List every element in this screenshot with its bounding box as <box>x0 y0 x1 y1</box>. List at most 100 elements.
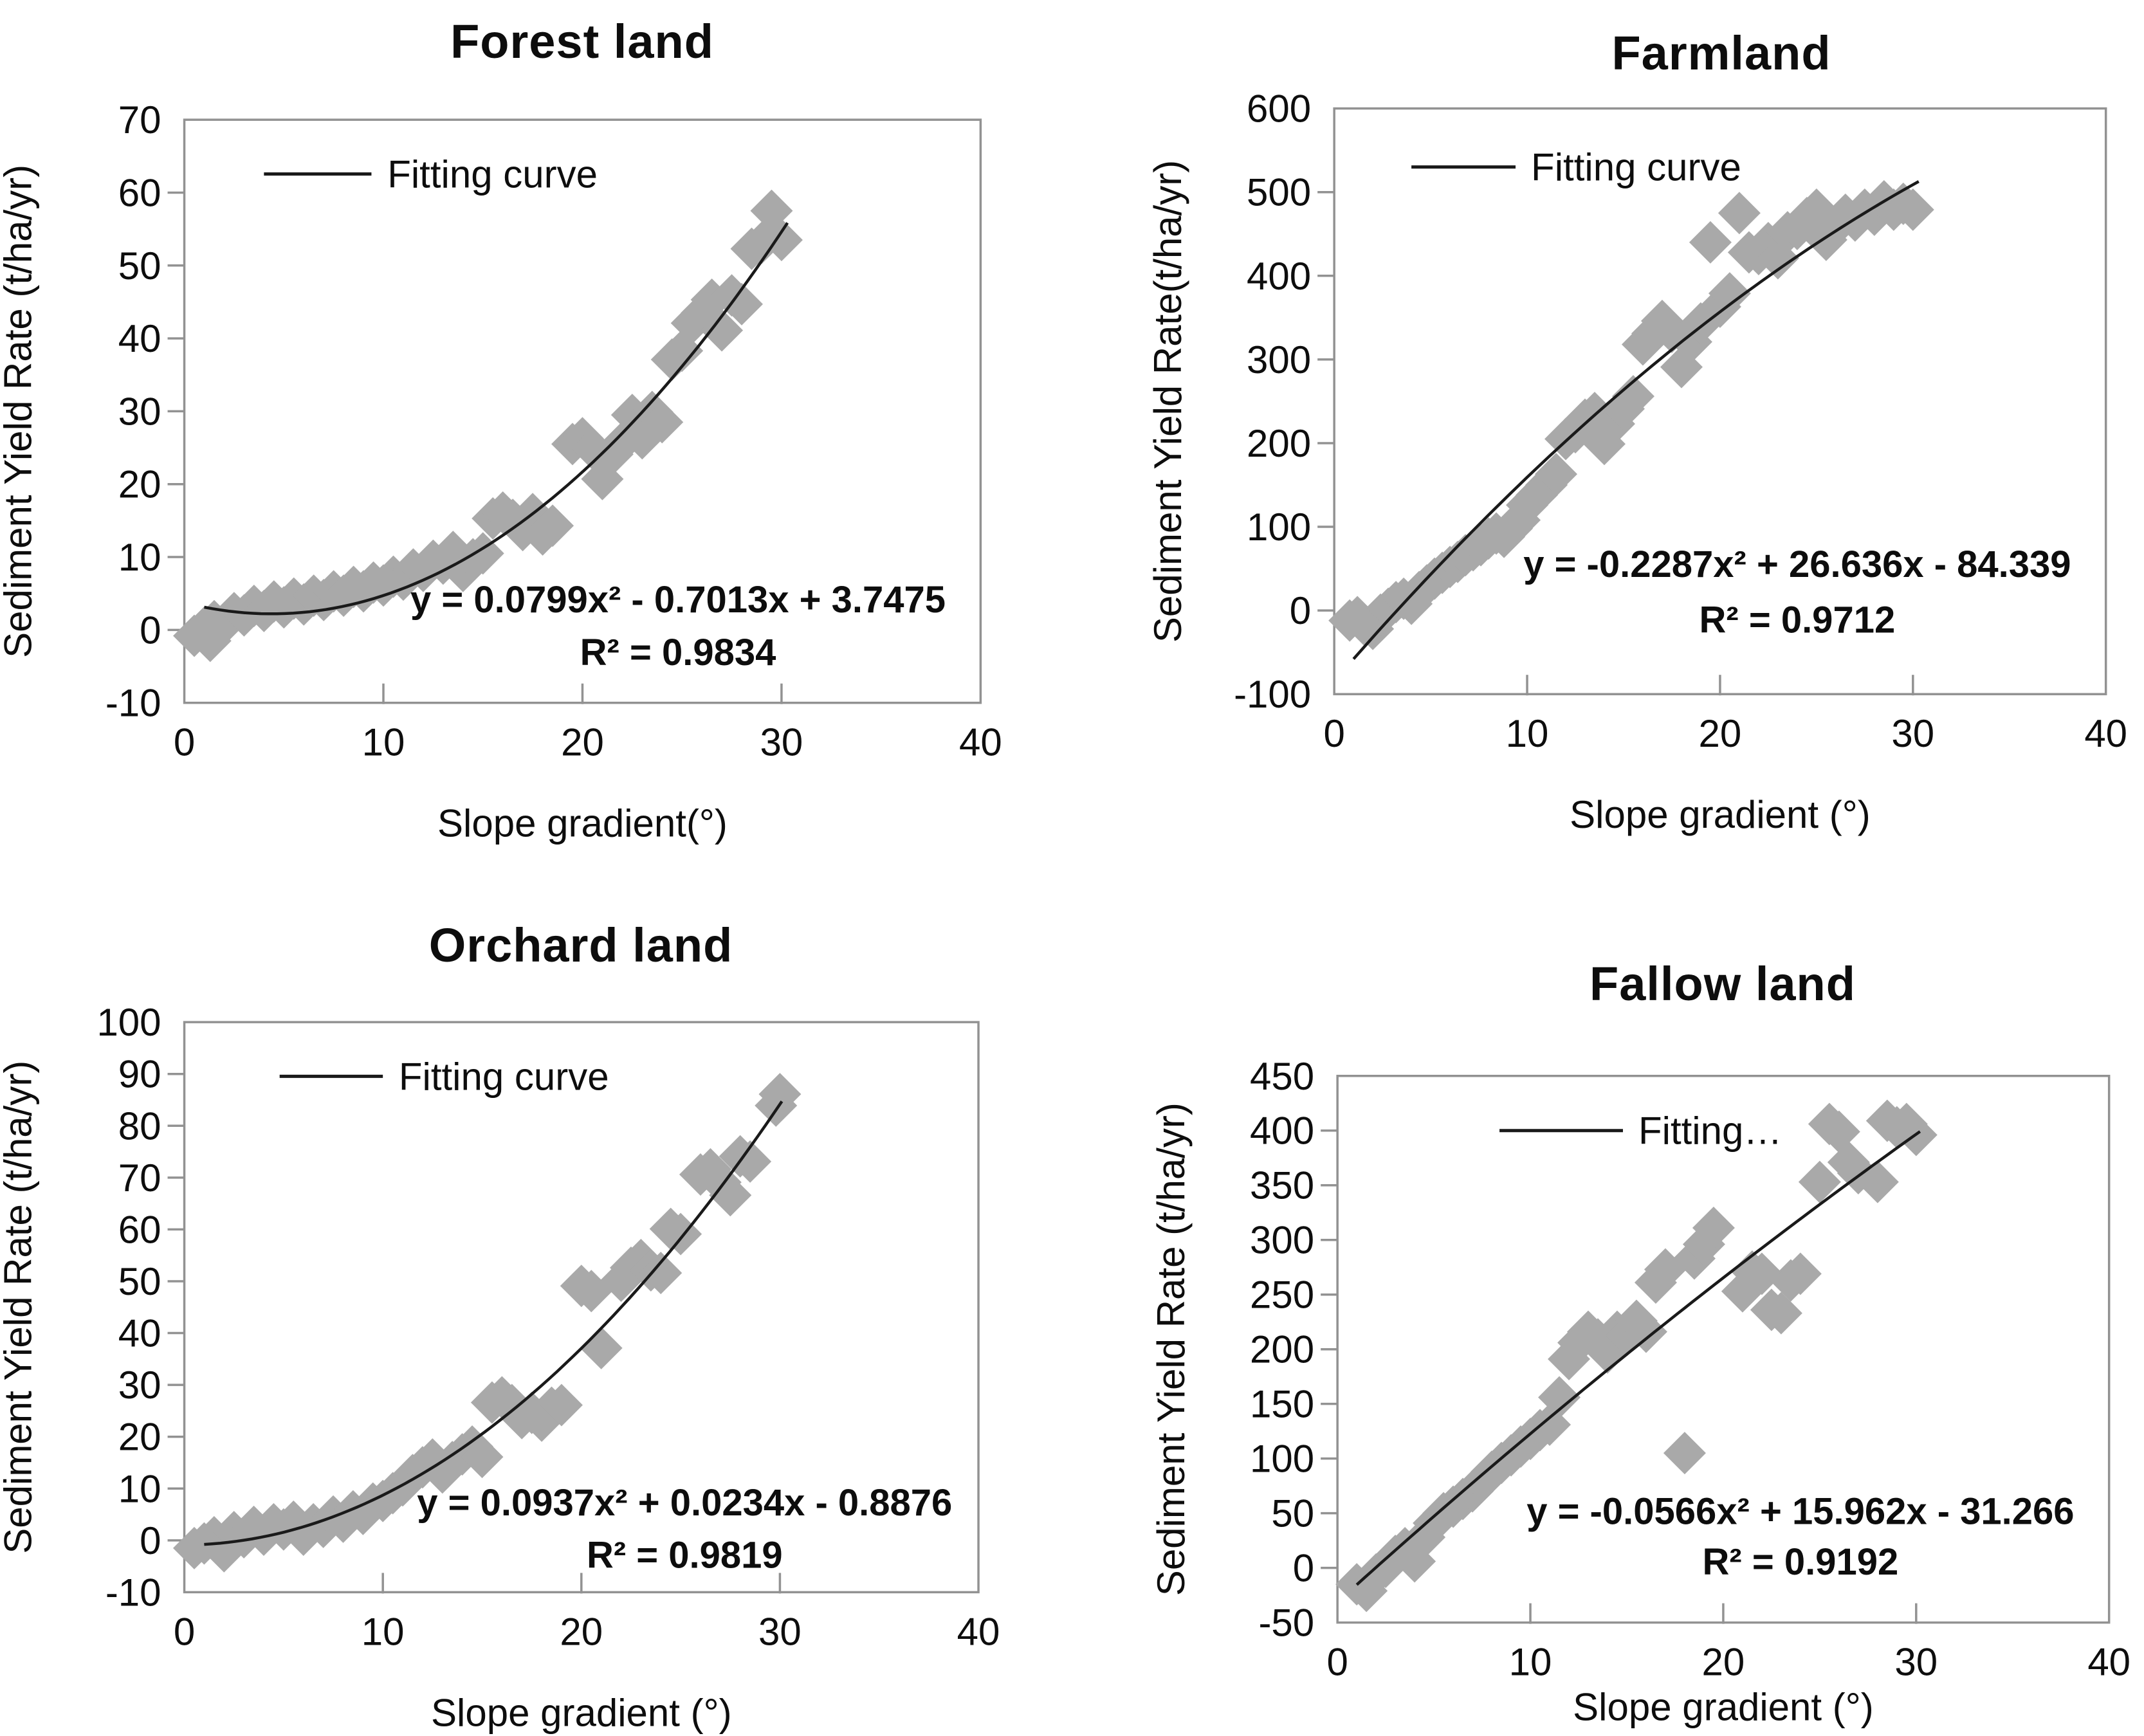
x-axis: 0 10 20 30 40 <box>174 1573 1000 1653</box>
y-axis: -10 0 10 20 30 40 50 60 70 <box>105 98 185 725</box>
panel-title: Fallow land <box>1590 957 1856 1010</box>
y-tick-label: 100 <box>1247 506 1311 549</box>
y-tick-label: 60 <box>118 171 161 214</box>
r-squared-label: R² = 0.9192 <box>1703 1541 1899 1583</box>
data-point-diamond <box>1345 1569 1388 1613</box>
data-point-diamond <box>1535 453 1578 496</box>
data-point-diamond <box>1689 221 1732 264</box>
x-tick-label: 30 <box>1891 712 1934 755</box>
legend: Fitting curve <box>1411 146 1741 189</box>
data-point-diamond <box>720 282 764 325</box>
x-tick-label: 10 <box>362 1610 405 1653</box>
forest-land-plot: -10 0 10 20 30 40 50 60 70 0 10 20 30 40 Sediment Yiel… <box>0 98 1002 845</box>
y-tick-label: 350 <box>1250 1164 1314 1207</box>
y-axis-title: Sediment Yield Rate (t/ha/yr) <box>1150 1102 1193 1596</box>
x-axis: 0 10 20 30 40 <box>174 683 1002 764</box>
y-axis-title: Sediment Yield Rate (t/ha/yr) <box>0 1061 40 1554</box>
y-axis: -100 0 100 200 300 400 500 600 <box>1234 87 1335 716</box>
data-point-diamond <box>709 1174 752 1217</box>
y-tick-label: 500 <box>1247 171 1311 214</box>
x-axis-title: Slope gradient(°) <box>437 802 728 845</box>
y-tick-label: 40 <box>118 317 161 360</box>
y-tick-label: 10 <box>118 536 161 579</box>
data-point-diamond <box>490 1384 533 1427</box>
data-point-diamond <box>540 1384 583 1427</box>
legend-label: Fitting curve <box>1531 146 1741 189</box>
r-squared-label: R² = 0.9834 <box>580 632 776 673</box>
x-tick-label: 10 <box>1506 712 1549 755</box>
fitting-curve-line <box>204 1101 783 1546</box>
x-tick-label: 30 <box>760 721 803 764</box>
x-tick-label: 20 <box>1702 1641 1745 1684</box>
y-tick-label: 0 <box>140 1519 161 1562</box>
x-axis-title: Slope gradient (°) <box>1570 793 1871 836</box>
x-tick-label: 20 <box>1699 712 1742 755</box>
y-tick-label: 200 <box>1247 422 1311 465</box>
scatter-points <box>1328 180 1934 650</box>
y-tick-label: 300 <box>1250 1219 1314 1262</box>
data-point-diamond <box>1663 1432 1706 1475</box>
y-tick-label: 0 <box>140 608 161 652</box>
y-tick-label: 60 <box>118 1208 161 1251</box>
data-point-diamond <box>580 1326 623 1369</box>
y-tick-label: 400 <box>1250 1110 1314 1153</box>
x-tick-label: 10 <box>1509 1641 1552 1684</box>
y-axis-title: Sediment Yield Rate (t/ha/yr) <box>0 165 40 658</box>
legend: Fitting curve <box>279 1055 609 1098</box>
y-tick-label: 50 <box>118 1260 161 1303</box>
data-point-diamond <box>1528 1403 1571 1446</box>
legend-label: Fitting curve <box>399 1055 609 1098</box>
orchard-land-plot: -10 0 10 20 30 40 50 60 70 80 90 100 0 10 20 30 40 Sedime… <box>0 1001 1000 1734</box>
x-tick-label: 40 <box>959 721 1002 764</box>
y-tick-label: 150 <box>1250 1383 1314 1426</box>
equation-label: y = 0.0799x² - 0.7013x + 3.7475 <box>410 579 946 621</box>
data-point-diamond <box>1759 1292 1802 1335</box>
y-tick-label: 450 <box>1250 1055 1314 1098</box>
data-point-diamond <box>1708 272 1751 315</box>
x-tick-label: 30 <box>1894 1641 1938 1684</box>
data-point-diamond <box>639 1252 683 1295</box>
x-tick-label: 40 <box>2084 712 2127 755</box>
y-axis-title: Sediment Yield Rate(t/ha/yr) <box>1146 160 1189 643</box>
x-tick-label: 20 <box>560 1610 603 1653</box>
y-axis: -10 0 10 20 30 40 50 60 70 80 90 100 <box>96 1001 185 1614</box>
x-axis: 0 10 20 30 40 <box>1326 1603 2130 1684</box>
equation-label: y = -0.2287x² + 26.636x - 84.339 <box>1523 544 2071 585</box>
data-point-diamond <box>689 1147 732 1191</box>
panel-forest-land: Forest land -10 0 10 20 30 40 50 60 70 0 10 20 30 40 S… <box>0 0 1072 868</box>
x-axis: 0 10 20 30 40 <box>1323 675 2127 755</box>
data-point-diamond <box>531 504 574 547</box>
data-point-diamond <box>1740 1252 1783 1295</box>
y-tick-label: 50 <box>1271 1492 1314 1535</box>
legend-label: Fitting curve <box>387 152 598 196</box>
y-tick-label: 100 <box>1250 1438 1314 1481</box>
y-tick-label: 50 <box>118 244 161 288</box>
data-point-diamond <box>1393 1540 1436 1583</box>
y-tick-label: 0 <box>1293 1547 1314 1590</box>
data-point-diamond <box>1798 1160 1841 1203</box>
data-point-diamond <box>1538 1376 1581 1419</box>
data-point-diamond <box>701 309 744 352</box>
y-tick-label: 30 <box>118 1364 161 1407</box>
data-point-diamond <box>461 1436 504 1479</box>
legend: Fitting… <box>1499 1110 1782 1153</box>
y-tick-label: -100 <box>1234 673 1311 716</box>
panel-fallow-land: Fallow land -50 0 50 100 150 200 250 300 350 400 4… <box>1072 868 2143 1735</box>
y-tick-label: 70 <box>118 98 161 142</box>
data-point-diamond <box>758 1073 802 1116</box>
data-point-diamond <box>1672 1237 1716 1280</box>
x-tick-label: 20 <box>561 721 604 764</box>
y-tick-label: 100 <box>96 1001 161 1044</box>
y-tick-label: 400 <box>1247 255 1311 298</box>
y-tick-label: 0 <box>1290 589 1311 632</box>
data-point-diamond <box>641 401 684 444</box>
data-point-diamond <box>760 219 803 262</box>
panel-orchard-land: Orchard land -10 0 10 20 30 40 50 60 70 80 90 100 0 1… <box>0 868 1072 1735</box>
scatter-points <box>172 1073 802 1573</box>
scatter-points <box>173 189 803 662</box>
data-point-diamond <box>1718 192 1761 235</box>
x-tick-label: 0 <box>1326 1641 1348 1684</box>
x-tick-label: 0 <box>174 721 195 764</box>
y-tick-label: -10 <box>105 1571 161 1614</box>
